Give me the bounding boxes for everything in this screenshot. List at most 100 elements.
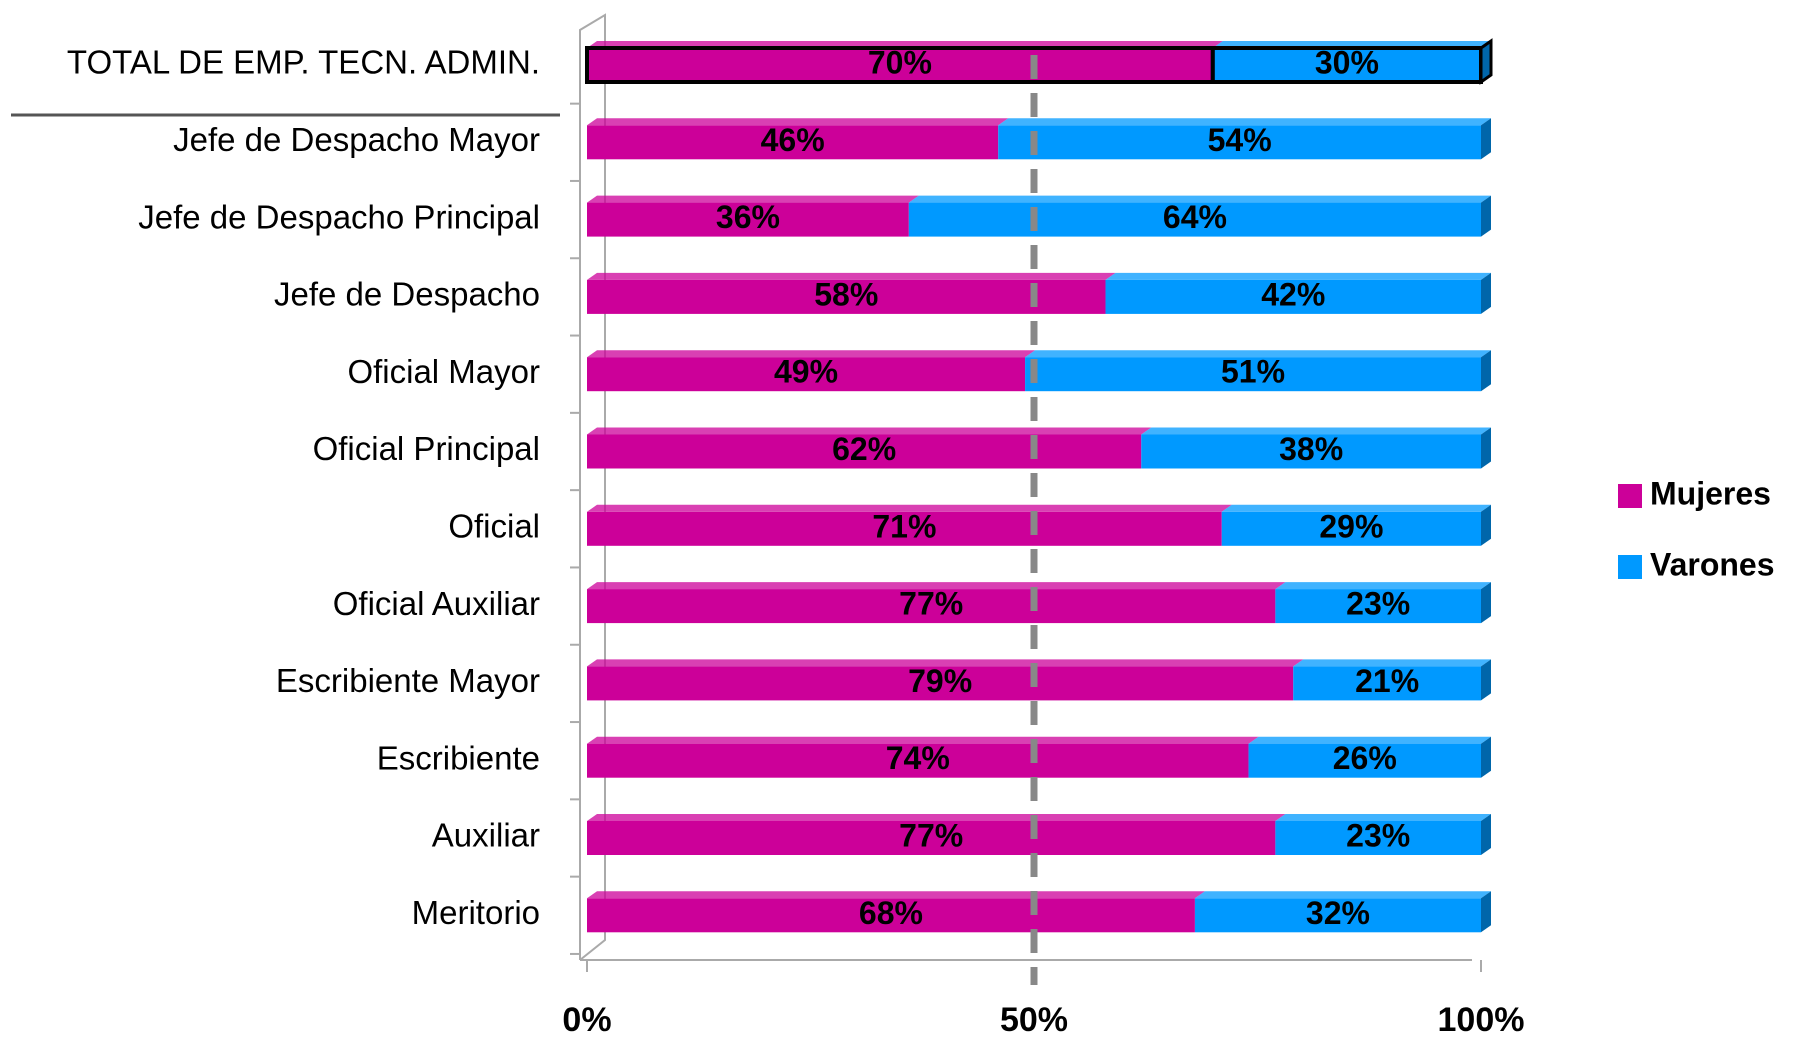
bar — [1141, 434, 1481, 469]
value-label: 68% — [859, 895, 923, 931]
value-label: 42% — [1261, 276, 1325, 312]
bar — [1293, 666, 1481, 701]
legend-label: Mujeres — [1650, 475, 1771, 511]
value-label: 77% — [899, 586, 963, 622]
bar — [587, 279, 1106, 314]
bar — [1248, 743, 1481, 778]
bar-side — [1481, 659, 1491, 701]
bar-side — [1481, 350, 1491, 392]
value-label: 23% — [1346, 817, 1410, 853]
value-label: 58% — [814, 276, 878, 312]
value-label: 64% — [1163, 199, 1227, 235]
legend-swatch — [1618, 484, 1642, 508]
bar — [587, 434, 1142, 469]
bar — [1221, 511, 1481, 546]
bar-top — [1248, 736, 1491, 744]
value-label: 30% — [1315, 44, 1379, 80]
bar-side — [1481, 195, 1491, 237]
bar — [908, 202, 1481, 237]
bar-side — [1479, 38, 1493, 85]
bar-top — [1105, 272, 1491, 280]
bar — [1105, 279, 1481, 314]
bar-top — [1221, 504, 1491, 512]
bar-top — [587, 504, 1232, 512]
x-tick-label: 100% — [1438, 1001, 1525, 1039]
bar-side — [1481, 582, 1491, 624]
bar-side — [1481, 427, 1491, 469]
bar — [585, 46, 1215, 84]
bar — [587, 666, 1294, 701]
value-label: 62% — [832, 431, 896, 467]
category-label: Escribiente Mayor — [276, 662, 540, 699]
bar — [1025, 357, 1481, 392]
category-label: Jefe de Despacho — [274, 276, 540, 313]
value-label: 70% — [868, 44, 932, 80]
bar-top — [587, 427, 1152, 435]
bar-top — [1293, 659, 1491, 667]
bar — [587, 821, 1276, 855]
category-label: Jefe de Despacho Principal — [138, 198, 540, 235]
category-label: Escribiente — [377, 739, 540, 776]
bar — [1210, 46, 1484, 84]
bar — [587, 125, 999, 160]
value-label: 46% — [761, 122, 825, 158]
category-label: Oficial Mayor — [347, 353, 540, 390]
bar-top — [587, 118, 1009, 126]
category-label: Oficial Principal — [313, 430, 540, 467]
value-label: 71% — [872, 508, 936, 544]
value-label: 79% — [908, 663, 972, 699]
bar-top — [587, 582, 1286, 590]
value-label: 23% — [1346, 586, 1410, 622]
value-label: 38% — [1279, 431, 1343, 467]
bar — [587, 743, 1249, 778]
value-label: 74% — [886, 740, 950, 776]
bar-top — [1141, 427, 1491, 435]
bar-side — [1481, 814, 1491, 855]
legend-swatch — [1618, 555, 1642, 579]
bar-side — [1481, 272, 1491, 314]
bar — [1275, 589, 1481, 624]
bar-top — [587, 891, 1205, 899]
x-tick-label: 50% — [1000, 1001, 1068, 1039]
bar-top — [587, 195, 919, 203]
bar — [587, 357, 1026, 392]
bar — [1194, 898, 1481, 933]
value-label: 21% — [1355, 663, 1419, 699]
category-label: Meritorio — [412, 894, 540, 931]
bar-top — [587, 272, 1116, 280]
bar — [587, 589, 1276, 624]
bar-side — [1481, 118, 1491, 160]
bar — [587, 202, 909, 237]
value-label: 77% — [899, 817, 963, 853]
value-label: 49% — [774, 354, 838, 390]
category-label: Auxiliar — [432, 817, 540, 854]
legend-label: Varones — [1650, 546, 1775, 582]
bar-top — [1025, 350, 1491, 358]
bar-top — [1275, 814, 1491, 821]
x-tick-label: 0% — [562, 1001, 611, 1039]
axis-wall — [579, 13, 606, 961]
value-label: 51% — [1221, 354, 1285, 390]
bar-top — [1194, 891, 1491, 899]
bar-top — [587, 814, 1286, 821]
bar-top — [587, 736, 1259, 744]
category-label: Oficial Auxiliar — [333, 585, 540, 622]
bar-side — [1481, 504, 1491, 546]
bar — [998, 125, 1481, 160]
value-label: 54% — [1208, 122, 1272, 158]
bar-top — [1275, 582, 1491, 590]
category-label: Jefe de Despacho Mayor — [173, 121, 540, 158]
bar-top — [908, 195, 1491, 203]
bar-side — [1481, 891, 1491, 933]
value-label: 26% — [1333, 740, 1397, 776]
category-label: TOTAL DE EMP. TECN. ADMIN. — [67, 44, 540, 81]
bar — [1275, 821, 1481, 855]
value-label: 36% — [716, 199, 780, 235]
value-label: 32% — [1306, 895, 1370, 931]
value-label: 29% — [1319, 508, 1383, 544]
bar-top — [998, 118, 1491, 126]
bar — [587, 511, 1222, 546]
category-label: Oficial — [448, 508, 540, 545]
bar-top — [587, 659, 1304, 667]
